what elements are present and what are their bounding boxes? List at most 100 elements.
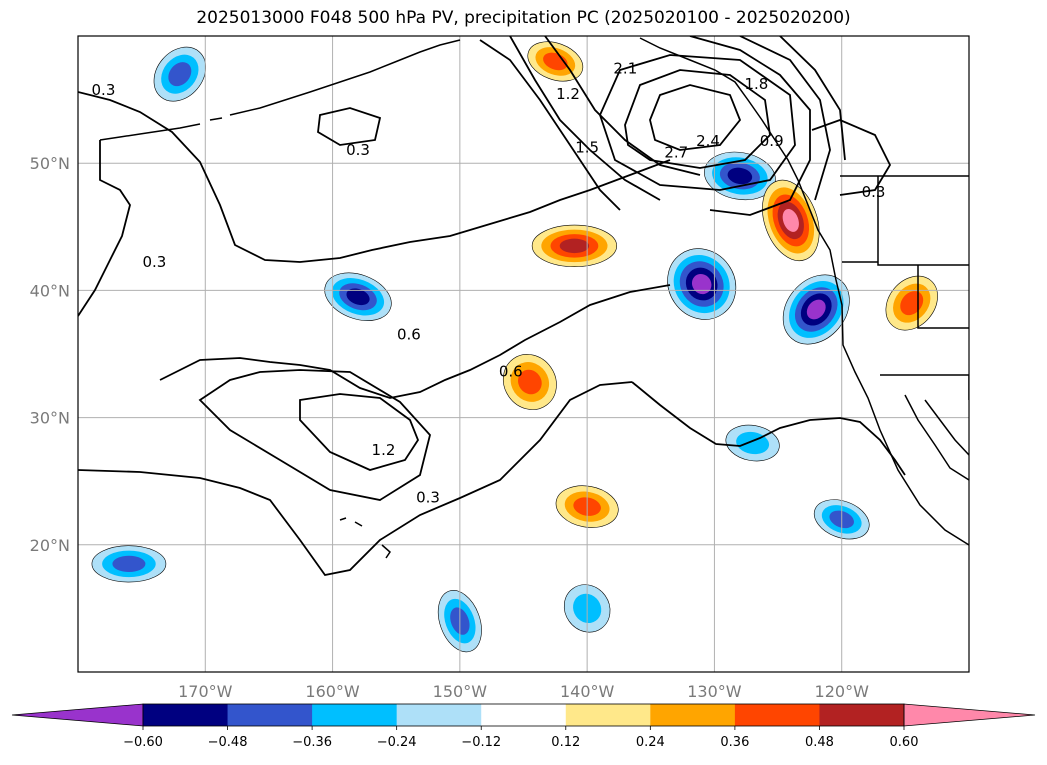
colorbar-extend-max [903, 703, 1036, 727]
colorbar-tick-label: −0.48 [208, 735, 248, 750]
y-tick-label: 20°N [30, 536, 70, 555]
colorbar-segment [396, 704, 482, 726]
coastline-segment [917, 265, 969, 329]
pv-contour-label: 2.4 [696, 132, 720, 150]
coastline-segment [880, 374, 969, 400]
colorbar-tick-label: 0.60 [890, 735, 919, 750]
pv-contour-line [811, 119, 892, 196]
colorbar-tick-label: 0.36 [720, 735, 749, 750]
precip-area [91, 545, 167, 583]
x-tick-label: 140°W [560, 682, 615, 701]
colorbar-extend-min [11, 703, 144, 727]
pv-contour-label: 2.7 [664, 144, 688, 162]
colorbar-tick-label: −0.12 [461, 735, 501, 750]
precip-area [527, 41, 584, 82]
precip-area [667, 248, 737, 320]
colorbar-segment [143, 704, 229, 726]
pv-contour-line [299, 393, 420, 471]
x-tick-label: 130°W [687, 682, 742, 701]
precip-area [885, 275, 938, 331]
colorbar-tick-label: −0.60 [123, 735, 163, 750]
pv-contour-label: 0.3 [862, 183, 886, 201]
precip-level [782, 208, 799, 232]
pv-contour-line [631, 381, 906, 476]
precip-level [112, 555, 146, 572]
precip-area [704, 151, 776, 201]
precip-area [782, 274, 850, 345]
pv-contour-label: 1.2 [556, 85, 580, 103]
pv-contour-label: 2.1 [613, 60, 637, 78]
coastline-segment [209, 117, 223, 121]
pv-contour-line [509, 36, 661, 201]
pv-contour-line [78, 140, 131, 317]
precip-level [559, 238, 590, 254]
precip-level [168, 62, 192, 87]
precip-level [727, 167, 753, 185]
coastline-segment [904, 394, 969, 481]
y-tick-label: 40°N [30, 281, 70, 300]
map-gridlines [78, 36, 969, 672]
precip-area [324, 272, 392, 321]
pv-contour-label: 0.6 [499, 362, 523, 380]
coastline-segment [381, 544, 391, 559]
precip-area [502, 354, 557, 410]
colorbar: −0.60 −0.48 −0.36 −0.24 −0.12 0.12 0.24 0.36 0.4… [11, 703, 1036, 750]
precip-area [725, 424, 780, 462]
colorbar-tick-label: −0.24 [377, 735, 417, 750]
colorbar-segment [312, 704, 398, 726]
x-axis-ticks: 170°W 160°W 150°W 140°W 130°W 120°W [178, 682, 869, 701]
coastline-segment [99, 123, 201, 141]
pv-contour-line [198, 369, 431, 501]
pv-contour-line [649, 84, 742, 151]
precip-area [153, 46, 206, 102]
coastline-segment [877, 176, 969, 266]
colorbar-tick-label: 0.24 [636, 735, 665, 750]
pv-contour-line [78, 91, 671, 263]
pv-contours [78, 36, 906, 576]
pv-contour-label: 0.3 [346, 141, 370, 159]
pv-contour-labels: 0.3 0.3 0.3 0.3 0.3 0.6 0.6 1.2 1.2 1.5 1.8 0.9 2.1 2… [92, 60, 886, 507]
colorbar-outline [142, 703, 905, 727]
precip-level [518, 369, 542, 395]
colorbar-segment [650, 704, 736, 726]
pv-contour-label: 1.8 [745, 75, 769, 93]
coastlines [99, 37, 969, 559]
map-frame [77, 35, 970, 673]
x-tick-label: 150°W [433, 682, 488, 701]
coastline-segment [639, 37, 969, 546]
colorbar-tick-label: −0.36 [292, 735, 332, 750]
colorbar-tick-label: 0.48 [805, 735, 834, 750]
coastline-segment [339, 517, 347, 521]
colorbar-segment [734, 704, 820, 726]
colorbar-segment [481, 704, 567, 726]
pv-contour-line [779, 36, 846, 161]
precipitation-shading [91, 41, 938, 653]
pv-contour-line [599, 54, 796, 191]
colorbar-tick-label: 0.12 [551, 735, 580, 750]
coastline-segment [354, 521, 363, 527]
pv-contour-line [78, 381, 633, 576]
y-tick-label: 50°N [30, 154, 70, 173]
pv-contour-label: 1.5 [575, 138, 599, 156]
coastline-segment [229, 39, 461, 116]
pv-contour-label: 1.2 [372, 441, 396, 459]
pv-contour-line [544, 36, 701, 176]
pv-contour-label: 0.3 [416, 488, 440, 506]
pv-contour-label: 0.3 [142, 253, 166, 271]
pv-contour-label: 0.3 [92, 81, 116, 99]
pv-contour-line [479, 39, 621, 211]
x-tick-label: 120°W [815, 682, 870, 701]
colorbar-segment [227, 704, 313, 726]
pv-contour-line [689, 36, 811, 216]
coastline-segment [924, 399, 969, 456]
precip-level [346, 288, 370, 306]
y-axis-ticks: 20°N 30°N 40°N 50°N [30, 154, 70, 555]
y-tick-label: 30°N [30, 409, 70, 428]
precip-level [806, 299, 826, 320]
precip-area [531, 224, 618, 267]
pv-contour-label: 0.9 [760, 132, 784, 150]
x-tick-label: 160°W [305, 682, 360, 701]
pv-contour-label: 0.6 [397, 325, 421, 343]
pv-contour-line [317, 107, 382, 146]
